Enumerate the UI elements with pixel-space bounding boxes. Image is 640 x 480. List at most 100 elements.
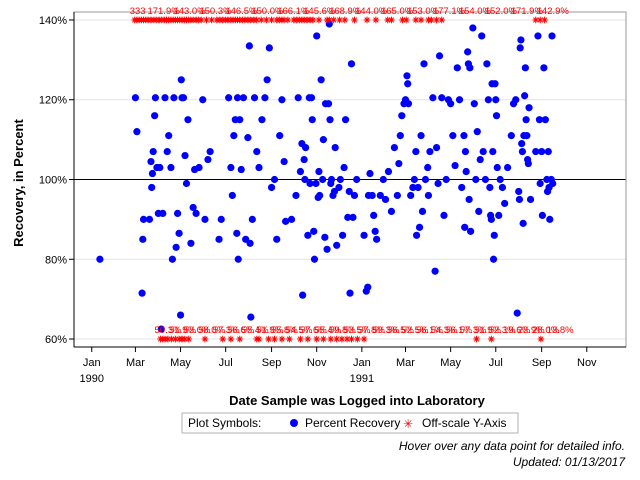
recovery-point: [548, 32, 556, 40]
offscale-value-label: 177.1%: [433, 6, 466, 17]
offscale-value-label: 56.5%: [387, 325, 414, 336]
recovery-point: [379, 175, 387, 184]
recovery-point: [151, 112, 159, 120]
recovery-point: [321, 233, 329, 241]
recovery-point: [534, 32, 542, 40]
recovery-point: [282, 217, 290, 225]
offscale-marker: [201, 335, 209, 343]
recovery-point: [294, 94, 302, 102]
offscale-marker: [388, 16, 395, 24]
legend-star-marker: ✳: [403, 417, 413, 431]
recovery-point: [308, 116, 316, 124]
recovery-point: [384, 167, 393, 176]
recovery-point: [300, 155, 308, 164]
recovery-point: [517, 36, 525, 44]
legend-label-recovery: Percent Recovery: [305, 416, 400, 430]
offscale-marker: [537, 335, 545, 343]
recovery-point: [304, 231, 312, 239]
offscale-marker: [351, 16, 358, 24]
offscale-marker: [336, 16, 343, 24]
offscale-marker: [348, 335, 355, 343]
recovery-point: [255, 163, 263, 172]
recovery-point: [404, 100, 413, 108]
offscale-marker: [338, 335, 346, 343]
recovery-point: [398, 112, 406, 120]
recovery-point: [313, 32, 321, 40]
offscale-value-label: 146.5%: [225, 6, 258, 17]
recovery-point: [133, 128, 141, 136]
recovery-point: [429, 94, 437, 102]
recovery-point: [449, 132, 457, 140]
recovery-point: [484, 96, 492, 104]
recovery-point: [276, 132, 284, 140]
recovery-point: [215, 235, 223, 243]
recovery-point: [438, 94, 446, 102]
recovery-point: [475, 207, 483, 216]
recovery-point: [261, 94, 269, 102]
recovery-point: [228, 191, 236, 200]
offscale-value-label: 54.3%: [430, 325, 457, 336]
recovery-point: [370, 211, 378, 219]
recovery-point: [420, 60, 428, 68]
recovery-point: [492, 112, 501, 120]
recovery-point: [131, 94, 140, 102]
recovery-point: [278, 96, 286, 104]
recovery-point: [515, 187, 523, 196]
recovery-point: [206, 147, 214, 156]
recovery-point: [440, 211, 448, 219]
y-tick-label: 120%: [39, 95, 67, 107]
offscale-value-label: 57.8%: [358, 325, 385, 336]
recovery-point: [310, 227, 318, 235]
recovery-point: [483, 60, 491, 68]
recovery-point: [331, 143, 339, 152]
recovery-point: [486, 183, 494, 192]
offscale-value-label: 54.5%: [285, 325, 312, 336]
offscale-marker: [236, 335, 244, 343]
x-tick-label: Mar: [396, 357, 415, 369]
offscale-value-label: 53.0%: [184, 325, 211, 336]
recovery-point: [470, 100, 478, 108]
recovery-point: [250, 94, 259, 102]
offscale-value-label: 55.8%: [271, 325, 298, 336]
recovery-point: [504, 163, 512, 172]
offscale-marker: [257, 16, 265, 24]
offscale-value-label: 171.9%: [511, 6, 544, 17]
recovery-point: [373, 235, 381, 243]
recovery-point: [139, 235, 147, 243]
offscale-value-label: 55.4%: [314, 325, 341, 336]
recovery-point: [317, 76, 325, 84]
offscale-value-label: 51.9%: [474, 325, 501, 336]
recovery-point: [189, 203, 197, 212]
offscale-marker: [172, 335, 179, 343]
recovery-point: [518, 140, 526, 148]
offscale-marker: [297, 335, 304, 343]
recovery-point: [175, 229, 183, 237]
offscale-marker: [265, 335, 272, 343]
recovery-point: [489, 147, 497, 156]
offscale-marker: [185, 335, 192, 343]
recovery-point: [412, 231, 421, 239]
recovery-point: [225, 94, 233, 102]
y-tick-label: 80%: [45, 254, 67, 266]
offscale-marker: [286, 335, 293, 343]
recovery-point: [431, 267, 439, 275]
recovery-point: [404, 80, 412, 88]
recovery-point: [296, 167, 305, 176]
recovery-point: [481, 175, 490, 184]
recovery-point: [239, 94, 248, 102]
x-tick-label: Sep: [262, 357, 282, 369]
offscale-marker: [271, 335, 278, 343]
offscale-marker: [284, 16, 292, 24]
recovery-point: [472, 175, 480, 184]
recovery-point: [323, 245, 331, 253]
updated-date: Updated: 01/13/2017: [513, 455, 626, 469]
recovery-point: [467, 227, 475, 235]
recovery-point: [507, 132, 515, 140]
recovery-point: [312, 179, 320, 188]
offscale-value-label: 13.8%: [547, 325, 574, 336]
recovery-point: [512, 96, 520, 104]
recovery-point: [371, 227, 379, 235]
recovery-point: [233, 94, 242, 102]
recovery-point: [432, 143, 441, 152]
recovery-point: [540, 64, 548, 72]
